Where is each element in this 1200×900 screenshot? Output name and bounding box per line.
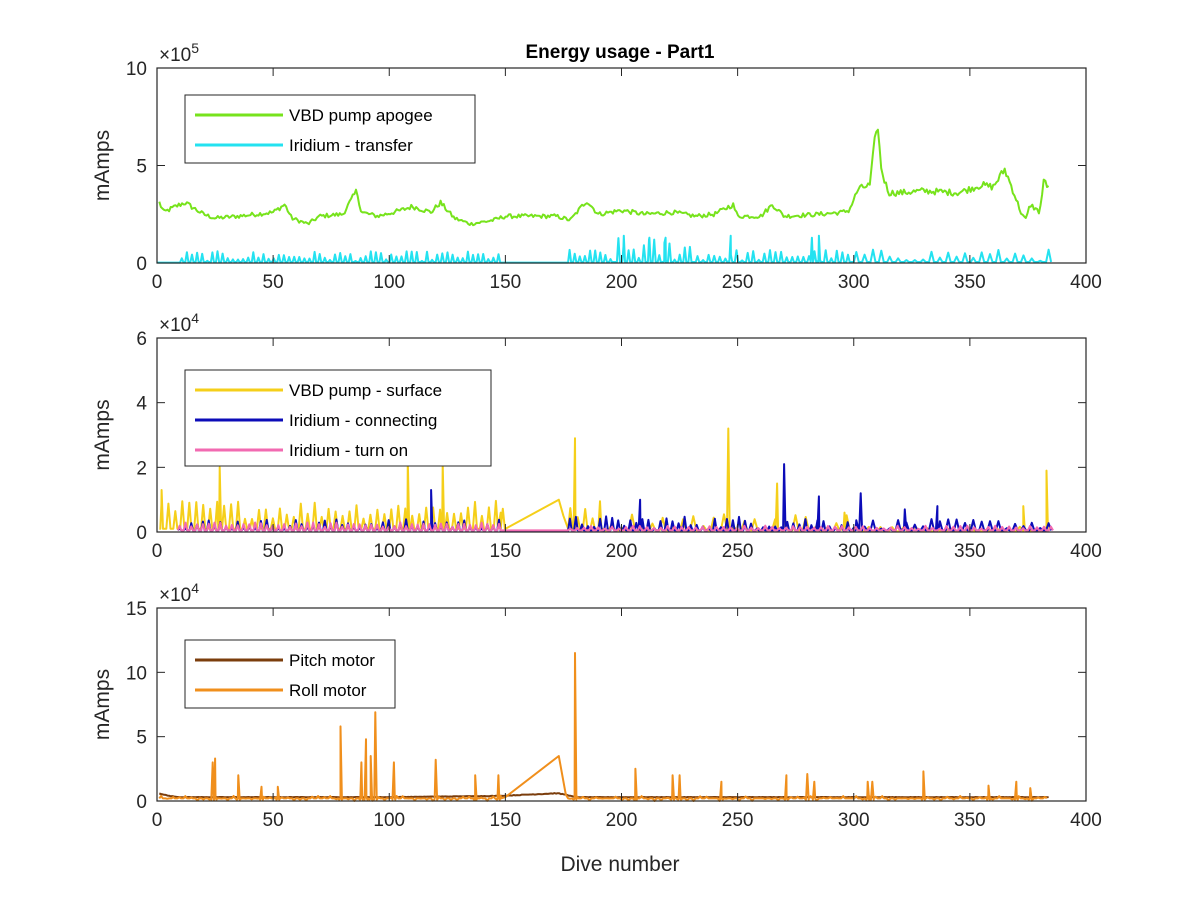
legend-label: Iridium - turn on <box>289 441 408 460</box>
y-axis-label: mAmps <box>91 669 114 740</box>
series-line-3-2 <box>158 652 1048 802</box>
y-exponent-power: 5 <box>191 40 199 56</box>
legend-box <box>184 94 476 164</box>
panel-1: 0 50 100 150 200 250 300 350 4000510×105mAmpsVBD… <box>91 40 1102 293</box>
series-line-3-1 <box>159 792 1049 799</box>
x-tick-label: 200 <box>606 810 638 831</box>
panel-3: 0 50 100 150 200 250 300 350 400 0 5 10 15 ×104 mAmps P… <box>91 580 1102 831</box>
x-tick-label: 50 <box>263 541 284 562</box>
x-tick-label: 100 <box>373 810 405 831</box>
x-tick-label: 400 <box>1070 272 1102 293</box>
x-tick-label: 350 <box>954 810 986 831</box>
y-tick-label: 5 <box>136 157 147 178</box>
figure-title: Energy usage - Part1 <box>525 42 714 63</box>
x-tick-label: 0 <box>152 810 163 831</box>
legend: VBD pump apogee Iridium - transfer <box>184 94 476 164</box>
x-tick-label: 150 <box>490 541 522 562</box>
legend-label: Iridium - connecting <box>289 411 437 430</box>
x-tick-label: 250 <box>722 810 754 831</box>
x-tick-label: 350 <box>954 541 986 562</box>
series-line-1-1 <box>158 128 1050 227</box>
x-tick-label: 300 <box>838 541 870 562</box>
x-tick-label: 200 <box>606 541 638 562</box>
x-tick-label: 100 <box>373 541 405 562</box>
y-axis-label: mAmps <box>91 399 114 470</box>
x-tick-label: 0 <box>152 541 163 562</box>
y-tick-label: 0 <box>136 523 147 544</box>
x-tick-label: 350 <box>954 272 986 293</box>
legend-label: Pitch motor <box>289 651 375 670</box>
y-tick-label: 15 <box>126 599 147 620</box>
x-tick-label: 400 <box>1070 810 1102 831</box>
x-tick-label: 150 <box>490 272 522 293</box>
legend-label: VBD pump apogee <box>289 106 433 125</box>
x-tick-label: 250 <box>722 272 754 293</box>
x-tick-label: 200 <box>606 272 638 293</box>
x-axis-label: Dive number <box>560 853 679 876</box>
x-tick-label: 400 <box>1070 541 1102 562</box>
x-tick-label: 50 <box>263 810 284 831</box>
x-tick-label: 50 <box>263 272 284 293</box>
legend: Pitch motor Roll motor <box>184 639 396 709</box>
y-tick-label: 2 <box>136 458 147 479</box>
y-exponent-power: 4 <box>191 310 199 326</box>
x-tick-label: 0 <box>152 272 163 293</box>
legend-label: Roll motor <box>289 681 367 700</box>
y-tick-label: 0 <box>136 254 147 275</box>
y-axis-label: mAmps <box>91 130 114 201</box>
legend-box <box>184 639 396 709</box>
legend-label: Iridium - transfer <box>289 136 413 155</box>
legend-label: VBD pump - surface <box>289 381 442 400</box>
series-line-1-2 <box>157 234 1053 264</box>
y-tick-label: 6 <box>136 329 147 350</box>
x-tick-label: 100 <box>373 272 405 293</box>
y-tick-label: 0 <box>136 792 147 813</box>
y-tick-label: 10 <box>126 59 147 80</box>
x-tick-label: 150 <box>490 810 522 831</box>
y-tick-label: 10 <box>126 663 147 684</box>
y-exponent-power: 4 <box>191 580 199 596</box>
x-tick-label: 300 <box>838 272 870 293</box>
y-tick-label: 4 <box>136 394 147 415</box>
y-tick-label: 5 <box>136 728 147 749</box>
x-tick-label: 300 <box>838 810 870 831</box>
panel-2: 0 50 100 150 200 250 300 350 4000246×104mAmpsVBD… <box>91 310 1102 562</box>
y-exponent-label: ×104 <box>159 580 199 606</box>
x-tick-label: 250 <box>722 541 754 562</box>
legend: VBD pump - surface Iridium - connecting Ir… <box>184 369 492 467</box>
series-line-2-3 <box>176 521 1054 532</box>
